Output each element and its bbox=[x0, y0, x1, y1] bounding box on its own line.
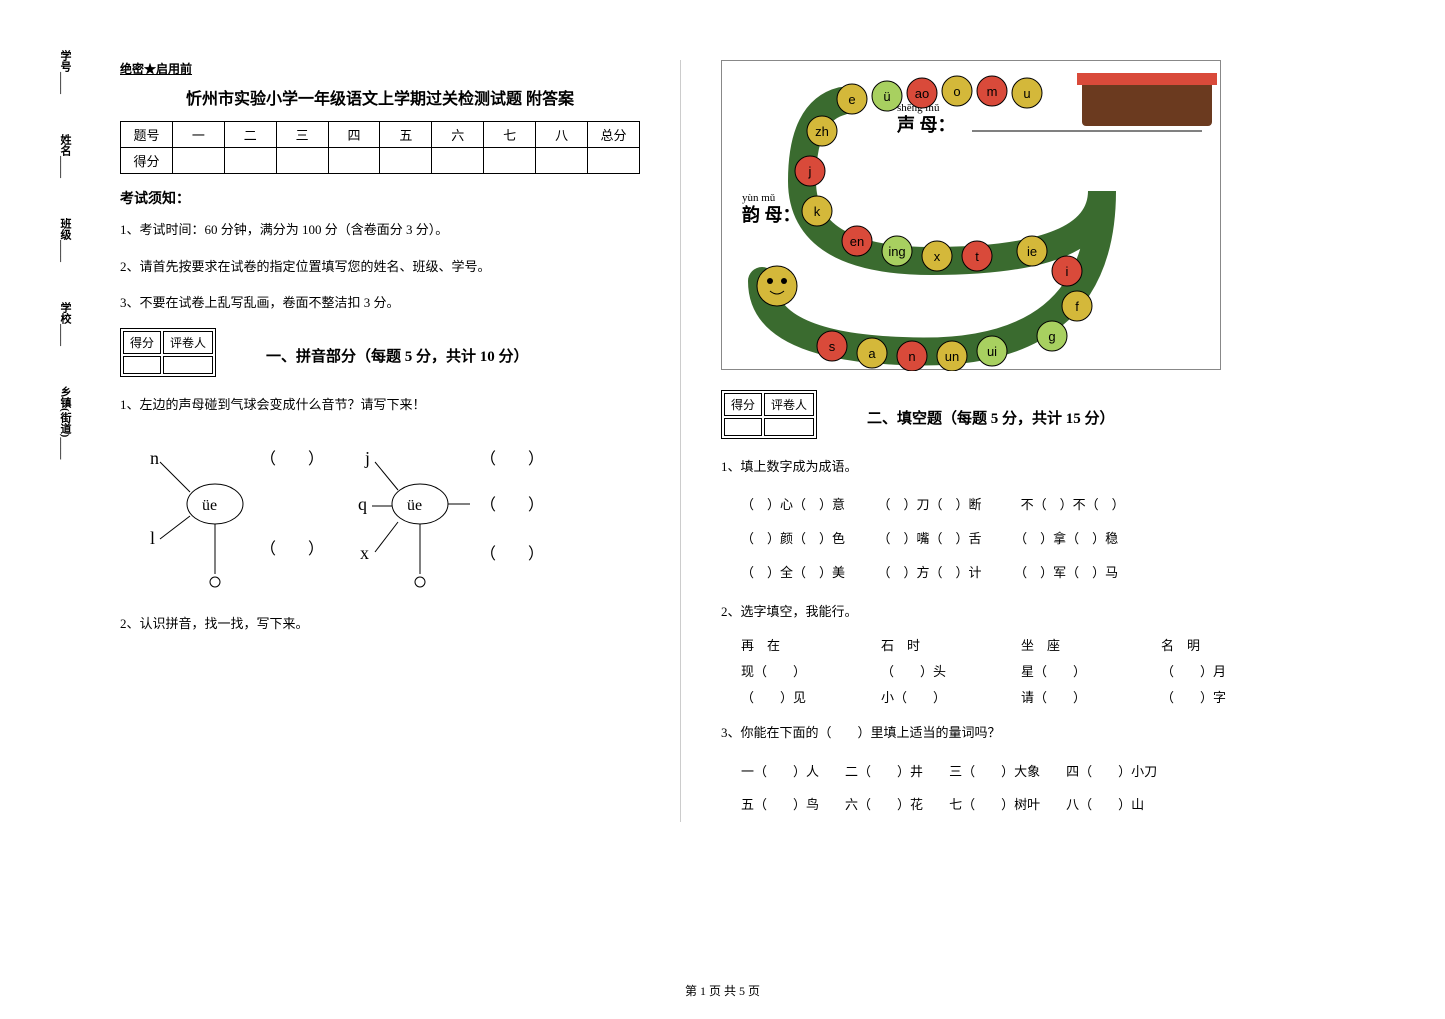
td: 得分 bbox=[121, 148, 173, 174]
part2-title: 二、填空题（每题 5 分，共计 15 分） bbox=[867, 407, 1115, 428]
svg-text:k: k bbox=[814, 204, 821, 219]
idiom-row[interactable]: （ ）心（ ）意 （ ）刀（ ）断 不（ ）不（ ） bbox=[721, 488, 1241, 522]
svg-text:ie: ie bbox=[1027, 244, 1037, 259]
p2q3: 3、你能在下面的（ ）里填上适当的量词吗？ bbox=[721, 721, 1241, 744]
instruction: 2、请首先按要求在试卷的指定位置填写您的姓名、班级、学号。 bbox=[120, 253, 640, 282]
measure-row[interactable]: 五（ ）鸟 六（ ）花 七（ ）树叶 八（ ）山 bbox=[721, 788, 1241, 822]
instruction: 3、不要在试卷上乱写乱画，卷面不整洁扣 3 分。 bbox=[120, 289, 640, 318]
th: 八 bbox=[536, 122, 588, 148]
pinyin-diagram: n l üe （ ） （ ） j q x üe bbox=[120, 434, 640, 594]
svg-text:u: u bbox=[1023, 86, 1030, 101]
idiom-row[interactable]: （ ）颜（ ）色 （ ）嘴（ ）舌 （ ）拿（ ）稳 bbox=[721, 522, 1241, 556]
part1-title: 一、拼音部分（每题 5 分，共计 10 分） bbox=[266, 345, 529, 366]
svg-text:ing: ing bbox=[888, 244, 905, 259]
svg-text:a: a bbox=[868, 346, 876, 361]
q2-text: 2、认识拼音，找一找，写下来。 bbox=[120, 612, 640, 635]
grader-label: 评卷人 bbox=[764, 393, 814, 416]
svg-text:en: en bbox=[850, 234, 864, 249]
svg-text:（ ）: （ ） bbox=[260, 540, 324, 558]
confidential-label: 绝密★启用前 bbox=[120, 60, 640, 77]
margin-label: 学校____ bbox=[57, 302, 73, 346]
svg-text:x: x bbox=[934, 249, 941, 264]
score-table: 题号 一 二 三 四 五 六 七 八 总分 得分 bbox=[120, 121, 640, 174]
th: 总分 bbox=[588, 122, 640, 148]
grader-box: 得分 评卷人 bbox=[721, 390, 817, 439]
idiom-row[interactable]: （ ）全（ ）美 （ ）方（ ）计 （ ）军（ ）马 bbox=[721, 556, 1241, 590]
yunmu-pinyin: yùn mǔ bbox=[742, 192, 776, 204]
svg-text:i: i bbox=[1066, 264, 1069, 279]
instruction: 1、考试时间：60 分钟，满分为 100 分（含卷面分 3 分）。 bbox=[120, 216, 640, 245]
svg-text:ao: ao bbox=[915, 86, 929, 101]
score-label: 得分 bbox=[123, 331, 161, 354]
letter-n: n bbox=[150, 448, 159, 468]
page-footer: 第 1 页 共 5 页 bbox=[0, 982, 1445, 999]
p2q2: 2、选字填空，我能行。 bbox=[721, 600, 1241, 623]
binding-margin: 学号____ 姓名____ 班级____ 学校____ 乡镇(街道)____ bbox=[40, 30, 90, 930]
th: 二 bbox=[224, 122, 276, 148]
th: 七 bbox=[484, 122, 536, 148]
bubble-left-text: üe bbox=[202, 497, 217, 514]
margin-label: 学号____ bbox=[57, 50, 73, 94]
svg-text:g: g bbox=[1048, 329, 1055, 344]
svg-text:un: un bbox=[945, 349, 959, 364]
margin-label: 姓名____ bbox=[57, 134, 73, 178]
svg-text:e: e bbox=[848, 92, 855, 107]
th: 四 bbox=[328, 122, 380, 148]
svg-text:（ ）: （ ） bbox=[480, 496, 544, 514]
svg-text:j: j bbox=[808, 164, 812, 179]
margin-label: 班级____ bbox=[57, 218, 73, 262]
svg-text:ui: ui bbox=[987, 344, 997, 359]
svg-text:n: n bbox=[908, 349, 915, 364]
svg-text:s: s bbox=[829, 339, 836, 354]
svg-text:（ ）: （ ） bbox=[480, 545, 544, 563]
score-label: 得分 bbox=[724, 393, 762, 416]
svg-text:zh: zh bbox=[815, 124, 829, 139]
p2q1: 1、填上数字成为成语。 bbox=[721, 455, 1241, 478]
th: 五 bbox=[380, 122, 432, 148]
svg-text:m: m bbox=[987, 84, 998, 99]
svg-text:o: o bbox=[953, 84, 960, 99]
svg-text:f: f bbox=[1075, 299, 1079, 314]
svg-text:ü: ü bbox=[883, 89, 890, 104]
char-pair-row: 再 在现（ ）（ ）见 石 时（ ）头小（ ） 坐 座星（ ）请（ ） 名 明（… bbox=[721, 633, 1241, 711]
svg-text:（ ）: （ ） bbox=[480, 450, 544, 468]
th: 三 bbox=[276, 122, 328, 148]
grader-box: 得分 评卷人 bbox=[120, 328, 216, 377]
right-column: shēng mǔ 声 母： yùn mǔ 韵 母： e ü ao o m u z… bbox=[701, 60, 1261, 822]
svg-text:（ ）: （ ） bbox=[260, 450, 324, 468]
instructions-heading: 考试须知： bbox=[120, 188, 640, 208]
letter-l: l bbox=[150, 528, 155, 548]
q1-text: 1、左边的声母碰到气球会变成什么音节？请写下来！ bbox=[120, 393, 640, 416]
th: 题号 bbox=[121, 122, 173, 148]
svg-text:t: t bbox=[975, 249, 979, 264]
margin-label: 乡镇(街道)____ bbox=[57, 386, 73, 459]
shengmu-label: 声 母： bbox=[896, 114, 956, 135]
measure-row[interactable]: 一（ ）人 二（ ）井 三（ ）大象 四（ ）小刀 bbox=[721, 755, 1241, 789]
caterpillar-diagram: shēng mǔ 声 母： yùn mǔ 韵 母： e ü ao o m u z… bbox=[721, 60, 1221, 370]
bubble-right-text: üe bbox=[407, 497, 422, 514]
letter-q: q bbox=[358, 494, 367, 514]
th: 一 bbox=[172, 122, 224, 148]
th: 六 bbox=[432, 122, 484, 148]
exam-title: 忻州市实验小学一年级语文上学期过关检测试题 附答案 bbox=[120, 85, 640, 109]
left-column: 绝密★启用前 忻州市实验小学一年级语文上学期过关检测试题 附答案 题号 一 二 … bbox=[100, 60, 660, 822]
letter-j: j bbox=[364, 448, 370, 468]
letter-x: x bbox=[360, 543, 369, 563]
grader-label: 评卷人 bbox=[163, 331, 213, 354]
